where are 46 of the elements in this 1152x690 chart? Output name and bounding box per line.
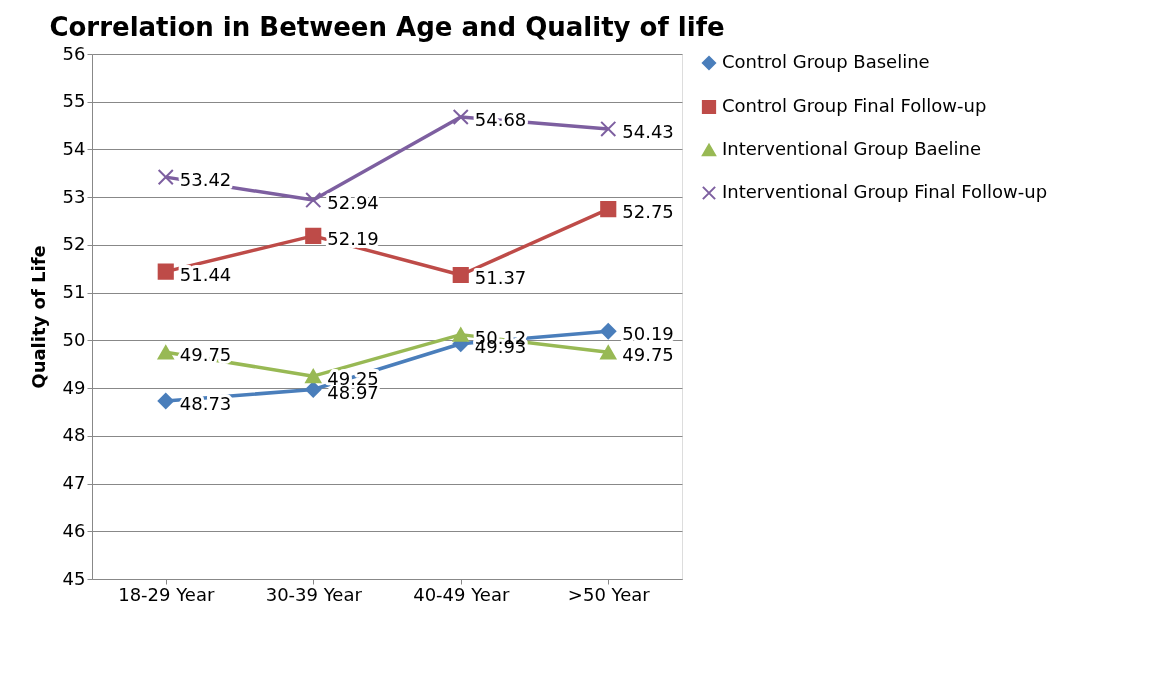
y-tick-label: 51 — [62, 281, 86, 303]
x-tick-label: >50 Year — [567, 583, 651, 605]
point — [452, 108, 469, 126]
data-label: 54.43 — [622, 120, 674, 142]
y-tick-label: 52 — [62, 233, 86, 255]
y-tick-label: 48 — [62, 424, 86, 446]
data-label: 52.94 — [327, 192, 379, 214]
point — [157, 345, 174, 360]
point — [305, 191, 322, 209]
legend-label: Interventional Group Baeline — [722, 138, 982, 159]
legend-label: Control Group Baseline — [722, 51, 930, 72]
y-tick-label: 56 — [62, 42, 86, 64]
y-tick-label: 46 — [62, 519, 86, 541]
x-tick-label: 40-49 Year — [413, 583, 510, 605]
y-tick-label: 50 — [62, 328, 86, 350]
data-label: 52.19 — [327, 227, 379, 249]
data-label: 49.75 — [622, 344, 674, 366]
point — [157, 263, 174, 280]
point — [305, 369, 322, 384]
y-tick-label: 45 — [62, 567, 86, 589]
data-label: 52.75 — [622, 201, 674, 223]
data-label: 48.73 — [179, 392, 232, 414]
point — [600, 323, 617, 340]
data-label: 51.37 — [474, 266, 527, 288]
point — [600, 120, 617, 137]
point — [452, 327, 469, 342]
y-tick-label: 54 — [62, 137, 86, 159]
data-label: 51.44 — [179, 263, 232, 285]
point — [600, 201, 617, 218]
y-tick-label: 53 — [62, 185, 86, 207]
chart-title: Correlation in Between Age and Quality of life — [49, 12, 725, 42]
data-label: 50.19 — [622, 323, 674, 345]
y-tick-label: 47 — [62, 472, 86, 494]
legend-label: Control Group Final Follow-up — [722, 95, 987, 116]
y-tick-label: 55 — [62, 90, 86, 112]
point — [305, 227, 322, 244]
y-tick-label: 49 — [62, 376, 86, 398]
y-axis-title: Quality of Life — [27, 245, 49, 389]
point — [600, 345, 617, 360]
legend-label: Interventional Group Final Follow-up — [722, 181, 1048, 202]
point — [305, 381, 322, 398]
point — [157, 169, 174, 186]
x-tick-label: 30-39 Year — [265, 583, 363, 605]
point — [157, 392, 174, 410]
x-tick-label: 18-29 Year — [118, 583, 215, 605]
point — [452, 266, 469, 284]
